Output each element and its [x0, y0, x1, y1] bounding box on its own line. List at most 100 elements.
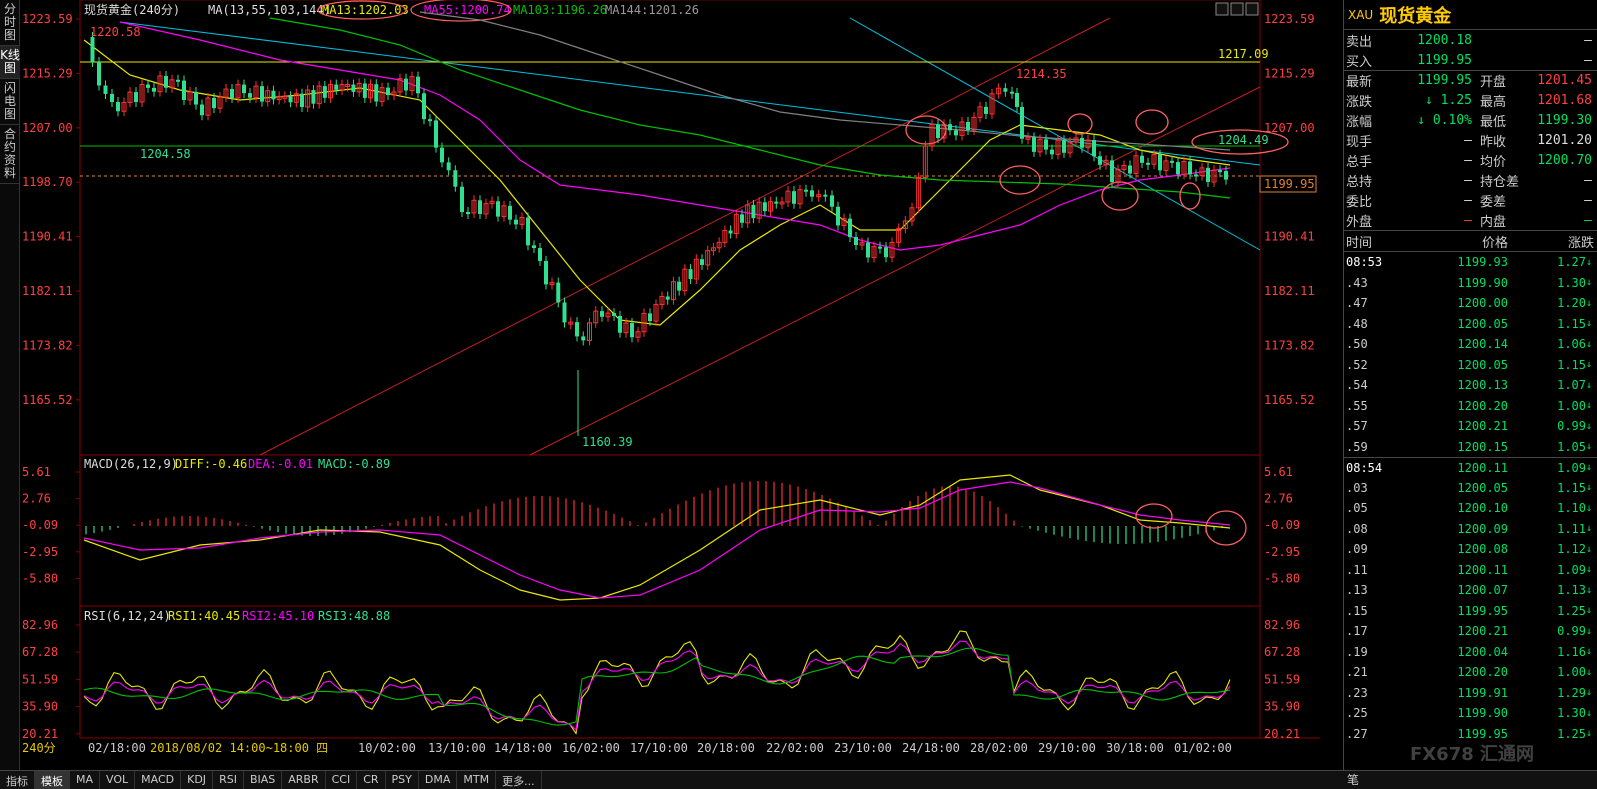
moving-average-lines	[83, 11, 1231, 326]
tick-price: 1200.07	[1457, 583, 1508, 598]
tick-time: .21	[1346, 665, 1368, 680]
candle-body	[316, 85, 322, 105]
maximize-icon[interactable]	[1230, 2, 1244, 16]
tick-time: .57	[1346, 419, 1368, 434]
indicator-tab[interactable]: 指标	[0, 771, 35, 789]
indicator-tab[interactable]: MACD	[135, 771, 182, 789]
tab-flash[interactable]: 闪电图	[0, 79, 20, 125]
quote-value: ↓ 1.25	[1425, 92, 1472, 108]
candle-body	[659, 296, 665, 305]
candle-body	[146, 84, 150, 88]
candle-body	[157, 75, 163, 93]
candle-body	[948, 124, 952, 131]
ma-params: MA(13,55,103,144)	[208, 3, 331, 17]
indicator-tab[interactable]: VOL	[100, 771, 136, 789]
tick-price: 1200.05	[1457, 480, 1508, 495]
period-label[interactable]: 240分	[22, 741, 56, 755]
quote-value: —	[1464, 172, 1472, 188]
candle-body	[1025, 136, 1031, 140]
candle-body	[984, 106, 988, 114]
tick-time: .27	[1346, 726, 1368, 741]
tick-row: .59 1200.15 1.05 ↓	[1344, 437, 1597, 458]
quote-panel: XAU 现货黄金 卖出 1200.18 — 买入 1199.95 — 最新 1199.95 开盘…	[1343, 0, 1597, 770]
tick-change: 0.99	[1557, 419, 1586, 434]
tab-kline[interactable]: K线图	[0, 46, 20, 79]
time-axis: 02/18:00 2018/08/02 14:00~18:00 四 10/02:00…	[88, 741, 1232, 755]
kline-chart[interactable]: 现货黄金(240分) MA(13,55,103,144) MA13:1202.0…	[20, 0, 1343, 770]
macd-y-axis: 5.61 5.61 2.76 2.76 -0.09 -0.09 -2.95 -2.95 -5.8…	[22, 465, 1300, 585]
indicator-tab[interactable]: MA	[70, 771, 101, 789]
quote-label: 均价	[1480, 154, 1507, 170]
quote-label: 买入	[1346, 54, 1373, 70]
window-controls[interactable]	[1215, 2, 1259, 16]
quote-value: 1200.18	[1417, 32, 1472, 48]
indicator-tab[interactable]: PSY	[386, 771, 419, 789]
tick-row: .48 1200.05 1.15 ↓	[1344, 314, 1597, 335]
bottom-right-tab[interactable]: 笔	[1343, 770, 1597, 789]
tick-time: .55	[1346, 398, 1368, 413]
settings-icon[interactable]	[1245, 2, 1259, 16]
candle-body	[322, 86, 327, 98]
candle-body	[954, 130, 958, 136]
quote-value: 1199.95	[1417, 52, 1472, 68]
tick-price: 1200.04	[1457, 644, 1508, 659]
candle-body	[665, 296, 670, 300]
candle-body	[936, 124, 940, 138]
down-arrow-icon: ↓	[1586, 379, 1593, 391]
quote-label: 最低	[1480, 114, 1507, 130]
candle-body	[1044, 139, 1048, 150]
tick-price: 1200.11	[1457, 562, 1508, 577]
candle-body	[871, 246, 877, 258]
candle-body	[1224, 170, 1228, 180]
y-tick-label: 1215.29	[22, 66, 73, 80]
tick-change: 1.09	[1557, 460, 1586, 475]
tick-price: 1200.00	[1457, 296, 1508, 311]
indicator-tab[interactable]: CCI	[326, 771, 358, 789]
tick-row: .54 1200.13 1.07 ↓	[1344, 375, 1597, 396]
candle-body	[884, 247, 888, 258]
candle-body	[164, 76, 168, 88]
y-tick-label: 51.59	[1264, 672, 1300, 686]
restore-icon[interactable]	[1215, 2, 1229, 16]
candle-body	[428, 119, 432, 122]
indicator-tab[interactable]: MTM	[457, 771, 497, 789]
indicator-tab[interactable]: DMA	[419, 771, 458, 789]
tick-list[interactable]: 08:53 1199.93 1.27 ↓ .43 1199.90 1.30 ↓ .47 1200.…	[1344, 252, 1597, 744]
candle-body	[1133, 155, 1139, 175]
quote-value: —	[1464, 192, 1472, 208]
tab-contract-info[interactable]: 合约资料	[0, 125, 20, 184]
candle-body	[710, 247, 716, 252]
tick-row: .21 1200.20 1.00 ↓	[1344, 662, 1597, 683]
indicator-tab[interactable]: 更多...	[496, 771, 542, 789]
x-tick-label: 28/02:00	[970, 741, 1028, 755]
rsi-y-axis: 82.96 82.96 67.28 67.28 51.59 51.59 35.90 35.90…	[22, 618, 1300, 741]
tick-change: 1.25	[1557, 726, 1586, 741]
candle-body	[612, 313, 616, 316]
candle-body	[722, 229, 728, 243]
candle-body	[288, 96, 293, 103]
tab-timeshare[interactable]: 分时图	[0, 0, 20, 46]
quote-row: 外盘 — 内盘 —	[1344, 210, 1597, 230]
tick-row: .43 1199.90 1.30 ↓	[1344, 273, 1597, 294]
candle-body	[878, 246, 882, 249]
y-tick-label: 1190.41	[22, 230, 73, 244]
candle-body	[187, 91, 193, 101]
candle-body	[121, 101, 127, 112]
tick-time: .11	[1346, 562, 1368, 577]
tick-change: 1.13	[1557, 583, 1586, 598]
indicator-tab[interactable]: CR	[357, 771, 386, 789]
candle-body	[182, 80, 186, 100]
candle-body	[90, 37, 95, 62]
indicator-tab[interactable]: ARBR	[282, 771, 326, 789]
tick-time: .19	[1346, 644, 1368, 659]
down-arrow-icon: ↓	[1586, 543, 1593, 555]
quote-label: 涨幅	[1346, 114, 1373, 130]
candle-body	[391, 91, 397, 96]
candle-body	[379, 87, 385, 103]
down-arrow-icon: ↓	[1586, 666, 1593, 678]
tick-row: .03 1200.05 1.15 ↓	[1344, 478, 1597, 499]
indicator-tab[interactable]: BIAS	[244, 771, 283, 789]
indicator-tab[interactable]: KDJ	[181, 771, 214, 789]
indicator-tab[interactable]: 模板	[35, 771, 70, 789]
indicator-tab[interactable]: RSI	[213, 771, 244, 789]
